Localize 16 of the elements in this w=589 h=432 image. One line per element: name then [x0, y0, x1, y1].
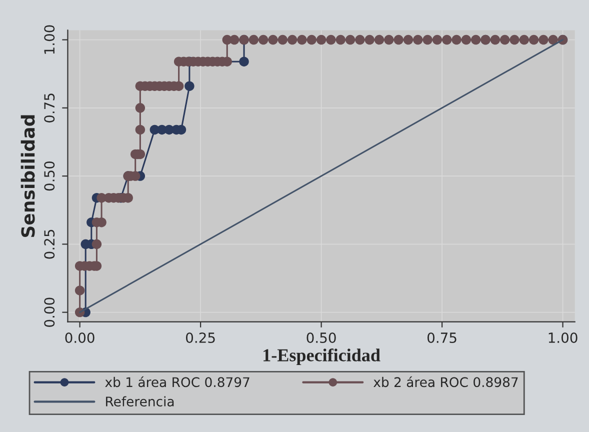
x-tick-label: 0.25	[186, 332, 215, 344]
x-tick-label: 1.00	[548, 332, 578, 344]
point	[239, 56, 249, 66]
legend-label: xb 2 área ROC 0.8987	[374, 376, 518, 388]
x-axis-title: 1-Especificidad	[264, 348, 380, 366]
legend-label: xb 1 área ROC 0.8797	[105, 376, 250, 388]
y-tick-label: 0.75	[44, 94, 55, 122]
y-tick-label: 0.50	[44, 162, 55, 191]
x-tick-label: 0.50	[306, 332, 336, 344]
x-tick-label: 0.75	[428, 332, 456, 344]
y-tick-label: 1.00	[44, 25, 55, 54]
y-axis-title: Sensibilidad	[20, 115, 35, 238]
legend-label: Referencia	[106, 396, 174, 406]
y-tick-label: 0.25	[44, 230, 55, 259]
x-tick-label: 0.00	[65, 332, 94, 344]
point	[184, 81, 194, 91]
